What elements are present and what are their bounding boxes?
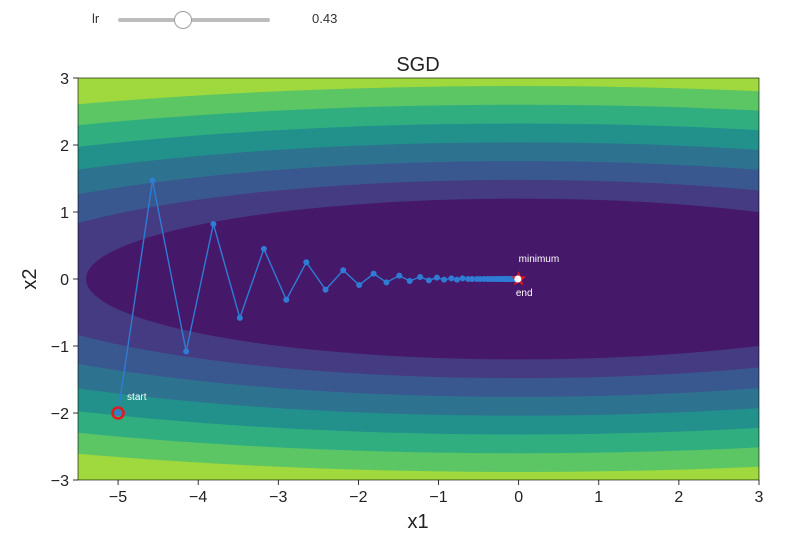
y-tick-label: 3 [60, 71, 69, 88]
trajectory-point [260, 245, 267, 252]
trajectory-markers: start minimum end [111, 254, 560, 420]
x-axis-label: x1 [407, 511, 428, 533]
trajectory-point [448, 275, 455, 282]
trajectory-point [236, 314, 243, 321]
x-tick-label: 3 [755, 489, 764, 506]
trajectory-point [396, 272, 403, 279]
y-tick-label: −2 [51, 406, 69, 423]
trajectory-point [417, 273, 424, 280]
trajectory-point [433, 274, 440, 281]
contour-background [78, 78, 759, 480]
y-tick-label: 2 [60, 138, 69, 155]
slider-value-readout: 0.43 [312, 11, 338, 26]
y-tick-label: −3 [51, 473, 69, 490]
x-tick-label: −5 [109, 489, 127, 506]
x-tick-label: −4 [189, 489, 207, 506]
minimum-label: minimum [519, 254, 560, 265]
start-marker [111, 406, 125, 420]
x-tick-label: 0 [514, 489, 523, 506]
trajectory-point [406, 278, 413, 285]
lr-slider-control: lr 0.43 [0, 0, 808, 40]
trajectory-point [459, 275, 466, 282]
trajectory-point [356, 282, 363, 289]
y-tick-label: 1 [60, 205, 69, 222]
trajectory-point [322, 286, 329, 293]
sgd-trajectory [115, 177, 521, 416]
slider-label: lr [92, 11, 100, 26]
x-axis: −5 −4 −3 −2 −1 0 1 2 3 [109, 480, 764, 506]
x-tick-label: −3 [269, 489, 287, 506]
contour-band [86, 198, 759, 360]
trajectory-point [283, 296, 290, 303]
trajectory-point [441, 276, 448, 283]
trajectory-point [370, 270, 377, 277]
end-label: end [516, 288, 533, 299]
y-tick-label: 0 [60, 272, 69, 289]
trajectory-point [340, 267, 347, 274]
y-axis-label: x2 [19, 268, 41, 289]
trajectory-point [453, 276, 460, 283]
lr-slider-track[interactable] [118, 11, 270, 29]
x-tick-label: −2 [349, 489, 367, 506]
start-label: start [127, 392, 147, 403]
trajectory-point [115, 410, 122, 416]
trajectory-point [183, 348, 190, 355]
lr-slider-handle[interactable] [174, 11, 193, 29]
y-tick-label: −1 [51, 339, 69, 356]
trajectory-point [149, 177, 156, 184]
x-tick-label: −1 [429, 489, 447, 506]
x-tick-label: 1 [594, 489, 603, 506]
chart-title: SGD [396, 54, 439, 76]
trajectory-point [383, 279, 390, 286]
x-tick-label: 2 [674, 489, 683, 506]
trajectory-point [425, 277, 432, 284]
sgd-contour-chart: −5 −4 −3 −2 −1 0 1 2 3 −3 −2 −1 0 1 2 3 start minimum en… [19, 54, 764, 533]
y-axis: −3 −2 −1 0 1 2 3 [51, 71, 78, 490]
end-marker [514, 275, 522, 283]
trajectory-point [303, 259, 310, 266]
trajectory-point [210, 221, 217, 228]
trajectory-point [469, 276, 476, 282]
